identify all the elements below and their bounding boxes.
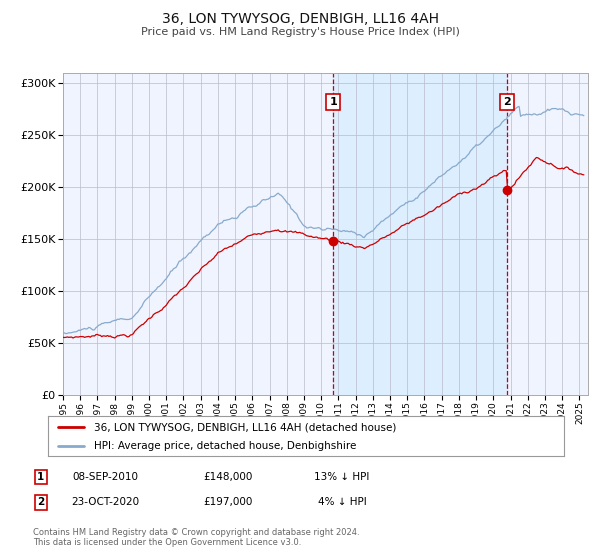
- Text: £197,000: £197,000: [203, 497, 253, 507]
- Text: 36, LON TYWYSOG, DENBIGH, LL16 4AH: 36, LON TYWYSOG, DENBIGH, LL16 4AH: [161, 12, 439, 26]
- Text: 08-SEP-2010: 08-SEP-2010: [72, 472, 138, 482]
- Text: Contains HM Land Registry data © Crown copyright and database right 2024.
This d: Contains HM Land Registry data © Crown c…: [33, 528, 359, 547]
- Text: 1: 1: [37, 472, 44, 482]
- Text: 13% ↓ HPI: 13% ↓ HPI: [314, 472, 370, 482]
- Text: £148,000: £148,000: [203, 472, 253, 482]
- Text: 2: 2: [503, 97, 511, 107]
- Text: 2: 2: [37, 497, 44, 507]
- Bar: [333, 73, 507, 395]
- Text: HPI: Average price, detached house, Denbighshire: HPI: Average price, detached house, Denb…: [94, 441, 357, 451]
- Text: 4% ↓ HPI: 4% ↓ HPI: [317, 497, 367, 507]
- Text: 36, LON TYWYSOG, DENBIGH, LL16 4AH (detached house): 36, LON TYWYSOG, DENBIGH, LL16 4AH (deta…: [94, 422, 397, 432]
- Text: 23-OCT-2020: 23-OCT-2020: [71, 497, 139, 507]
- Text: 1: 1: [329, 97, 337, 107]
- Text: Price paid vs. HM Land Registry's House Price Index (HPI): Price paid vs. HM Land Registry's House …: [140, 27, 460, 37]
